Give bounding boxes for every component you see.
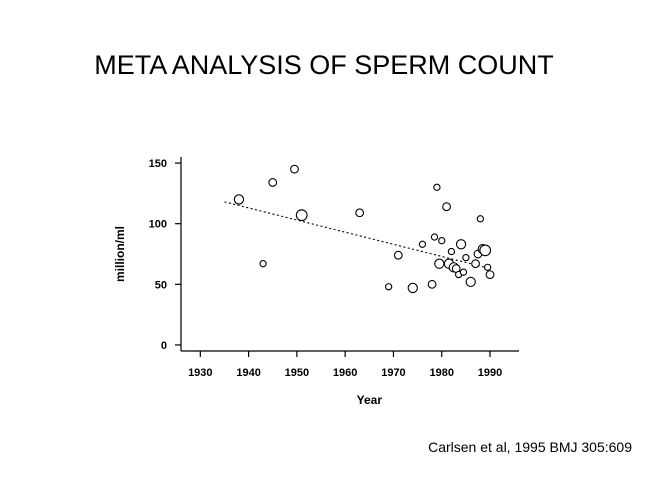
data-point	[438, 237, 446, 245]
chart-axes	[175, 157, 519, 357]
x-tick-label: 1980	[430, 367, 454, 379]
data-point	[433, 183, 441, 191]
y-tick-label: 50	[155, 279, 167, 291]
data-point	[355, 208, 365, 218]
x-tick-label: 1930	[188, 367, 212, 379]
x-axis-title: Year	[357, 393, 383, 407]
data-point	[268, 178, 278, 187]
x-tick-label: 1960	[333, 367, 357, 379]
data-point	[465, 276, 476, 288]
data-point	[233, 194, 245, 205]
data-point	[459, 268, 468, 276]
data-point	[290, 164, 299, 174]
data-point	[442, 202, 451, 212]
y-tick-label: 100	[149, 219, 167, 231]
data-point	[393, 250, 403, 260]
data-point	[479, 244, 492, 257]
y-axis-title: million/ml	[113, 226, 127, 282]
data-point	[295, 209, 308, 222]
x-tick-labels: 1930 1940 1950 1960 1970 1980 1990	[188, 367, 502, 379]
x-tick-label: 1970	[381, 367, 405, 379]
data-point	[476, 215, 485, 223]
data-point	[483, 263, 492, 271]
data-point	[427, 279, 437, 289]
data-point	[434, 258, 445, 269]
x-tick-label: 1940	[236, 367, 260, 379]
y-tick-labels: 0 50 100 150	[149, 158, 167, 352]
x-tick-label: 1950	[285, 367, 309, 379]
citation: Carlsen et al, 1995 BMJ 305:609	[428, 439, 632, 455]
data-point	[418, 240, 427, 248]
data-point	[455, 239, 467, 250]
data-point	[430, 233, 439, 241]
data-point	[462, 253, 470, 262]
data-point	[485, 270, 495, 280]
data-point	[447, 247, 456, 256]
data-points	[233, 164, 495, 294]
trend-line-group	[224, 201, 491, 270]
data-point	[407, 282, 418, 294]
data-point	[471, 259, 480, 269]
data-point	[259, 260, 267, 268]
y-tick-label: 0	[161, 340, 167, 352]
y-tick-label: 150	[149, 158, 167, 170]
slide-title: META ANALYSIS OF SPERM COUNT	[94, 50, 554, 80]
x-tick-label: 1990	[478, 367, 502, 379]
trend-line	[224, 201, 491, 270]
data-point	[384, 283, 393, 291]
